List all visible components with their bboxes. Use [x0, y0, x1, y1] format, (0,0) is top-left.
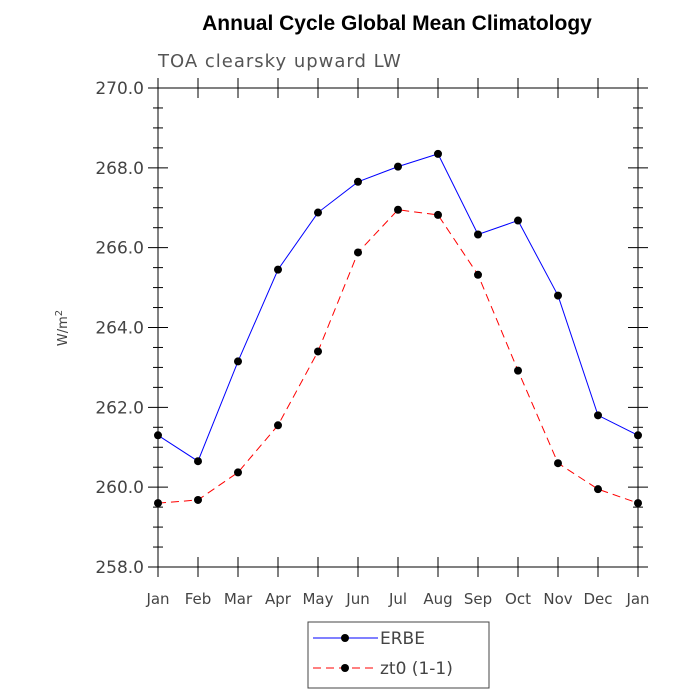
y-tick-label: 258.0: [95, 558, 144, 578]
series-0-point: [274, 265, 282, 274]
series-0-point: [514, 216, 522, 225]
x-tick-label: Sep: [464, 590, 492, 608]
x-tick-label: Jun: [345, 590, 369, 608]
x-tick-label: Mar: [224, 590, 253, 608]
x-tick-label: May: [302, 590, 333, 608]
series-1-point: [274, 421, 282, 430]
x-tick-label: Dec: [583, 590, 612, 608]
series-1-point: [434, 210, 442, 219]
legend-label-1: zt0 (1-1): [380, 659, 453, 679]
x-tick-labels: Jan Feb Mar Apr May Jun Jul Aug Sep Oct Nov Dec Jan: [145, 590, 649, 608]
series-line-0: [157, 153, 639, 462]
series-1-point: [194, 495, 202, 504]
series-lines: [154, 149, 642, 508]
series-0-point: [594, 411, 602, 420]
axis-ticks: [148, 78, 648, 577]
legend-box: [307, 621, 490, 689]
series-0-point: [554, 291, 562, 300]
series-1-point: [314, 347, 322, 356]
series-0-point: [434, 149, 442, 158]
series-0-point: [314, 208, 322, 217]
series-0-point: [194, 457, 202, 466]
y-tick-label: 266.0: [95, 239, 144, 259]
chart-title: Annual Cycle Global Mean Climatology: [202, 12, 592, 35]
y-tick-label: 270.0: [95, 79, 144, 99]
series-1-point: [354, 248, 362, 257]
series-0-point: [154, 431, 162, 440]
legend-label-0: ERBE: [380, 629, 425, 649]
svg-text:W/m2: W/m2: [54, 310, 71, 346]
legend: ERBE zt0 (1-1): [307, 621, 490, 689]
y-tick-labels: 258.0 260.0 262.0 264.0 266.0 268.0 270.0: [95, 79, 144, 578]
series-1-point: [514, 366, 522, 375]
x-tick-label: Nov: [543, 590, 572, 608]
x-tick-label: Aug: [423, 590, 452, 608]
series-1-point: [594, 485, 602, 494]
series-1-point: [474, 270, 482, 279]
series-0-point: [394, 162, 402, 171]
series-0-point: [354, 177, 362, 186]
x-tick-label: Jul: [388, 590, 407, 608]
y-tick-label: 264.0: [95, 319, 144, 339]
y-tick-label: 262.0: [95, 398, 144, 418]
y-tick-label: 268.0: [95, 159, 144, 179]
series-0-point: [474, 230, 482, 239]
series-0-point: [234, 357, 242, 366]
series-1-point: [554, 459, 562, 468]
series-1-point: [154, 499, 162, 508]
y-axis-label-superscript: 2: [54, 310, 65, 316]
y-axis-label: W/m2: [54, 310, 71, 346]
x-tick-label: Oct: [505, 590, 531, 608]
chart-subtitle: TOA clearsky upward LW: [157, 51, 402, 72]
plot-frame: [157, 87, 639, 568]
series-0-point: [634, 431, 642, 440]
legend-entries: ERBE zt0 (1-1): [313, 629, 453, 679]
y-axis-label-text: W/m: [56, 316, 71, 346]
series-1-point: [634, 499, 642, 508]
x-tick-label: Jan: [145, 590, 169, 608]
series-line-1: [157, 209, 639, 504]
y-tick-label: 260.0: [95, 478, 144, 498]
x-tick-label: Apr: [265, 590, 292, 608]
x-tick-label: Feb: [185, 590, 212, 608]
x-tick-label: Jan: [625, 590, 649, 608]
legend-marker-1: [341, 664, 349, 672]
series-1-point: [234, 468, 242, 477]
series-1-point: [394, 205, 402, 214]
legend-marker-0: [341, 634, 349, 642]
